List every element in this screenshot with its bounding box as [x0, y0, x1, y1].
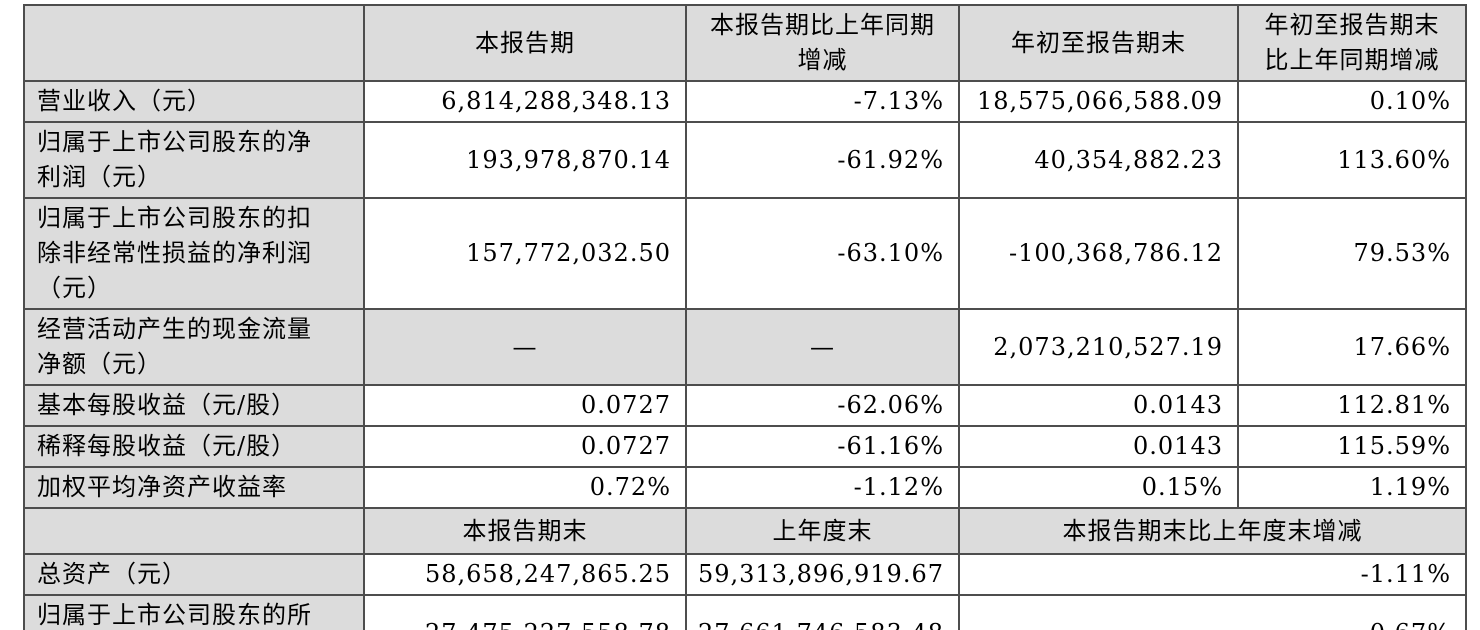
value-cell: 17.66% [1237, 308, 1467, 386]
value-cell: 18,575,066,588.09 [958, 80, 1239, 123]
value-cell: 0.0727 [363, 384, 687, 427]
row-label: 营业收入（元） [23, 80, 365, 123]
table-row-diluted-eps: 稀释每股收益（元/股） 0.0727 -61.16% 0.0143 115.59… [23, 425, 1467, 468]
table-row-operating-cash-flow: 经营活动产生的现金流量净额（元） — — 2,073,210,527.19 17… [23, 308, 1467, 386]
empty-value-cell: — [685, 308, 960, 386]
value-cell: -0.67% [958, 594, 1467, 630]
column-header-blank [23, 507, 365, 555]
table-header-row-period: 本报告期 本报告期比上年同期增减 年初至报告期末 年初至报告期末比上年同期增减 [23, 4, 1467, 82]
row-label: 加权平均净资产收益率 [23, 466, 365, 509]
empty-value-cell: — [363, 308, 687, 386]
column-header-period-end-change: 本报告期末比上年度末增减 [958, 507, 1467, 555]
value-cell: 27,661,746,583.48 [685, 594, 960, 630]
value-cell: 0.0143 [958, 425, 1239, 468]
column-header-ytd: 年初至报告期末 [958, 4, 1239, 82]
value-cell: 6,814,288,348.13 [363, 80, 687, 123]
value-cell: -7.13% [685, 80, 960, 123]
row-label: 经营活动产生的现金流量净额（元） [23, 308, 365, 386]
value-cell: 0.15% [958, 466, 1239, 509]
table-row-basic-eps: 基本每股收益（元/股） 0.0727 -62.06% 0.0143 112.81… [23, 384, 1467, 427]
row-label: 归属于上市公司股东的所有者权益（元） [23, 594, 365, 630]
row-label: 基本每股收益（元/股） [23, 384, 365, 427]
value-cell: 58,658,247,865.25 [363, 553, 687, 596]
value-cell: -100,368,786.12 [958, 197, 1239, 310]
table-row-net-profit: 归属于上市公司股东的净利润（元） 193,978,870.14 -61.92% … [23, 121, 1467, 199]
value-cell: 2,073,210,527.19 [958, 308, 1239, 386]
row-label: 归属于上市公司股东的净利润（元） [23, 121, 365, 199]
table-row-equity-attributable: 归属于上市公司股东的所有者权益（元） 27,475,227,558.78 27,… [23, 594, 1467, 630]
value-cell: 27,475,227,558.78 [363, 594, 687, 630]
value-cell: -62.06% [685, 384, 960, 427]
value-cell: 1.19% [1237, 466, 1467, 509]
value-cell: 0.72% [363, 466, 687, 509]
value-cell: 79.53% [1237, 197, 1467, 310]
table-row-total-assets: 总资产（元） 58,658,247,865.25 59,313,896,919.… [23, 553, 1467, 596]
value-cell: -1.12% [685, 466, 960, 509]
row-label: 总资产（元） [23, 553, 365, 596]
value-cell: -63.10% [685, 197, 960, 310]
value-cell: -1.11% [958, 553, 1467, 596]
value-cell: 0.0727 [363, 425, 687, 468]
table-row-net-profit-excl-nonrecurring: 归属于上市公司股东的扣除非经常性损益的净利润（元） 157,772,032.50… [23, 197, 1467, 310]
row-label: 稀释每股收益（元/股） [23, 425, 365, 468]
key-financials-table: 本报告期 本报告期比上年同期增减 年初至报告期末 年初至报告期末比上年同期增减 … [23, 4, 1467, 630]
table-row-weighted-avg-roe: 加权平均净资产收益率 0.72% -1.12% 0.15% 1.19% [23, 466, 1467, 509]
column-header-ytd-yoy-change: 年初至报告期末比上年同期增减 [1237, 4, 1467, 82]
value-cell: -61.92% [685, 121, 960, 199]
column-header-blank [23, 4, 365, 82]
value-cell: -61.16% [685, 425, 960, 468]
value-cell: 0.10% [1237, 80, 1467, 123]
value-cell: 0.0143 [958, 384, 1239, 427]
value-cell: 157,772,032.50 [363, 197, 687, 310]
value-cell: 112.81% [1237, 384, 1467, 427]
table-row-operating-revenue: 营业收入（元） 6,814,288,348.13 -7.13% 18,575,0… [23, 80, 1467, 123]
value-cell: 40,354,882.23 [958, 121, 1239, 199]
value-cell: 113.60% [1237, 121, 1467, 199]
column-header-current-period: 本报告期 [363, 4, 687, 82]
column-header-period-yoy-change: 本报告期比上年同期增减 [685, 4, 960, 82]
value-cell: 193,978,870.14 [363, 121, 687, 199]
column-header-current-period-end: 本报告期末 [363, 507, 687, 555]
table-header-row-period-end: 本报告期末 上年度末 本报告期末比上年度末增减 [23, 507, 1467, 555]
value-cell: 59,313,896,919.67 [685, 553, 960, 596]
column-header-prior-year-end: 上年度末 [685, 507, 960, 555]
row-label: 归属于上市公司股东的扣除非经常性损益的净利润（元） [23, 197, 365, 310]
value-cell: 115.59% [1237, 425, 1467, 468]
